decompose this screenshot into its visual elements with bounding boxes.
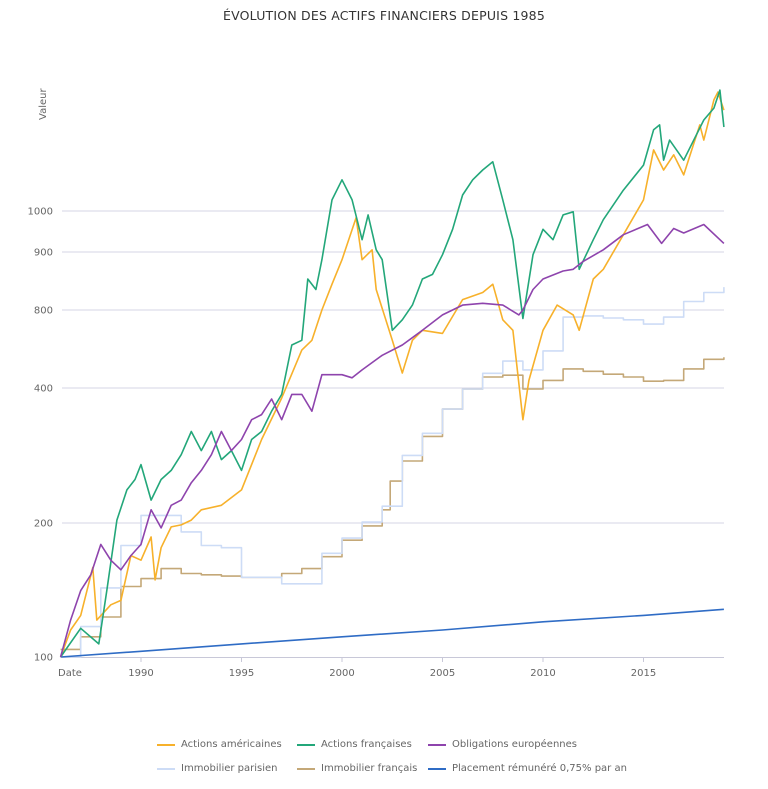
legend-label: Actions françaises [321,739,412,750]
x-tick-label: 2000 [329,668,354,679]
chart-title: ÉVOLUTION DES ACTIFS FINANCIERS DEPUIS 1… [223,8,545,23]
x-axis: 1990 1995 2000 2005 2010 2015 [62,657,724,679]
y-tick-label: 900 [34,248,53,259]
x-tick-label: 2010 [530,668,555,679]
x-tick-label: 2015 [631,668,656,679]
y-tick-label: 1000 [28,207,53,218]
legend-item[interactable]: Actions américaines [157,739,282,750]
legend-swatch [428,743,446,746]
series-lines [59,89,725,658]
y-tick-labels: 100 200 400 800 900 1000 [28,207,53,664]
legend-item[interactable]: Placement rémunéré 0,75% par an [428,763,627,774]
x-tick-label: 1990 [128,668,153,679]
x-tick-label: 1995 [229,668,254,679]
y-axis-label: Valeur [38,88,49,120]
legend-swatch [157,743,175,746]
legend-item[interactable]: Obligations européennes [428,739,577,750]
grid-lines [62,210,724,524]
legend-label: Obligations européennes [452,739,577,750]
legend-swatch [428,767,446,770]
y-tick-label: 800 [34,306,53,317]
series-line-0[interactable] [59,91,725,658]
legend-item[interactable]: Immobilier parisien [157,763,278,774]
legend-swatch [157,767,175,770]
y-tick-label: 100 [34,653,53,664]
series-line-2[interactable] [59,223,725,658]
legend-label: Actions américaines [181,739,282,750]
legend-item[interactable]: Immobilier français [297,763,417,774]
legend-label: Immobilier parisien [181,763,278,774]
legend-swatch [297,743,315,746]
legend-swatch [297,767,315,770]
legend-label: Placement rémunéré 0,75% par an [452,763,627,774]
series-line-3[interactable] [60,287,725,658]
x-axis-label: Date [58,668,82,679]
y-tick-label: 200 [34,519,53,530]
series-line-5[interactable] [60,608,724,658]
y-tick-label: 400 [34,384,53,395]
x-tick-label: 2005 [430,668,455,679]
legend-item[interactable]: Actions françaises [297,739,412,750]
series-line-4[interactable] [60,357,725,651]
series-line-1[interactable] [59,89,725,658]
legend-label: Immobilier français [321,763,418,774]
